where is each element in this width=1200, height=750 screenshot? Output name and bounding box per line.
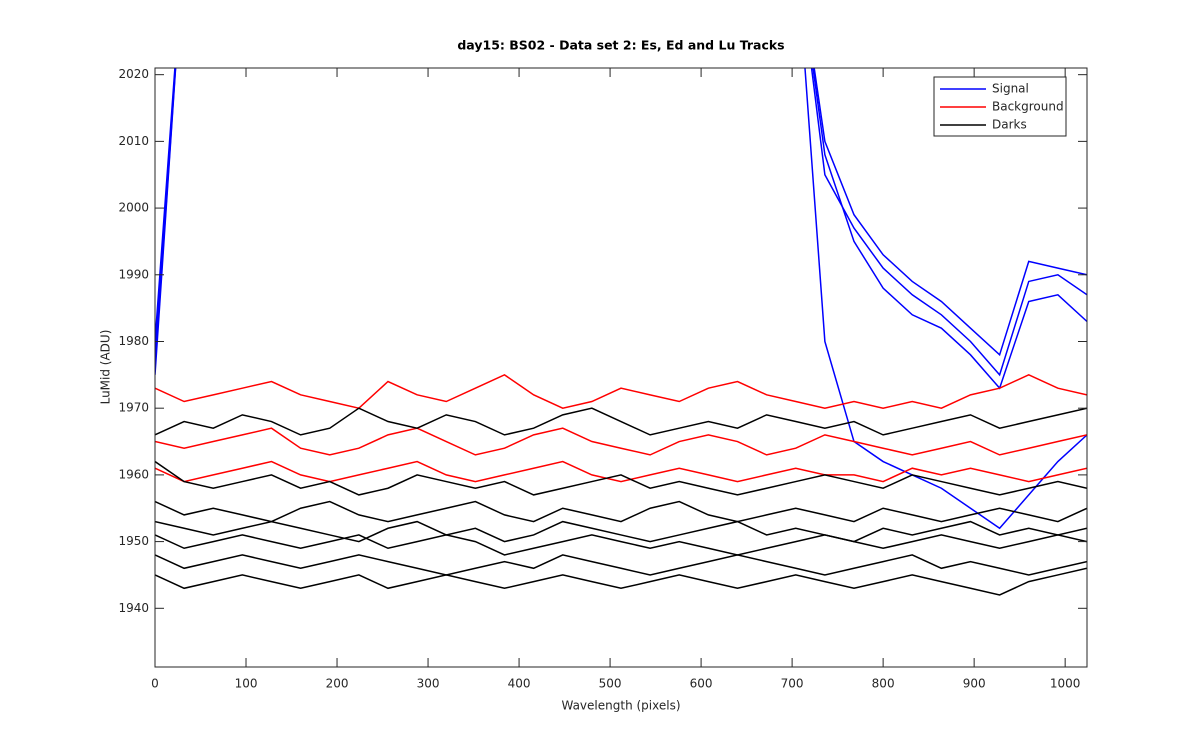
x-tick-label: 700 xyxy=(781,677,804,691)
y-tick-label: 1950 xyxy=(118,534,149,548)
y-tick-label: 2020 xyxy=(118,67,149,81)
legend-label: Signal xyxy=(992,82,1029,96)
x-tick-label: 200 xyxy=(326,677,349,691)
x-tick-label: 0 xyxy=(151,677,159,691)
legend-label: Darks xyxy=(992,118,1027,132)
data-line xyxy=(155,554,1087,576)
data-line xyxy=(155,567,1087,596)
x-tick-label: 600 xyxy=(690,677,713,691)
y-tick-label: 2010 xyxy=(118,134,149,148)
data-line xyxy=(155,520,1087,543)
x-tick-label: 400 xyxy=(508,677,531,691)
data-line xyxy=(155,68,1087,530)
y-tick-label: 1990 xyxy=(118,267,149,281)
y-tick-label: 1940 xyxy=(118,601,149,615)
chart-title: day15: BS02 - Data set 2: Es, Ed and Lu … xyxy=(457,38,784,53)
y-tick-label: 1960 xyxy=(118,467,149,481)
data-line xyxy=(155,407,1087,436)
x-tick-label: 300 xyxy=(417,677,440,691)
data-line xyxy=(155,460,1087,483)
data-line xyxy=(155,460,1087,496)
y-axis-label: LuMid (ADU) xyxy=(99,330,113,405)
data-line xyxy=(155,500,1087,523)
x-tick-label: 100 xyxy=(235,677,258,691)
y-tick-label: 1970 xyxy=(118,401,149,415)
x-tick-label: 1000 xyxy=(1050,677,1081,691)
data-line xyxy=(155,373,1087,410)
lines xyxy=(155,68,1087,596)
y-tick-label: 2000 xyxy=(118,201,149,215)
x-tick-label: 800 xyxy=(872,677,895,691)
x-axis-label: Wavelength (pixels) xyxy=(561,699,680,713)
legend-label: Background xyxy=(992,100,1064,114)
plot-area xyxy=(155,68,1087,667)
data-line xyxy=(155,68,1087,357)
axes-box xyxy=(154,67,1088,668)
data-line xyxy=(155,68,1087,390)
x-tick-label: 500 xyxy=(599,677,622,691)
data-line xyxy=(155,427,1087,456)
y-tick-label: 1980 xyxy=(118,334,149,348)
data-line xyxy=(155,534,1087,556)
x-tick-label: 900 xyxy=(963,677,986,691)
data-line xyxy=(155,68,1087,377)
